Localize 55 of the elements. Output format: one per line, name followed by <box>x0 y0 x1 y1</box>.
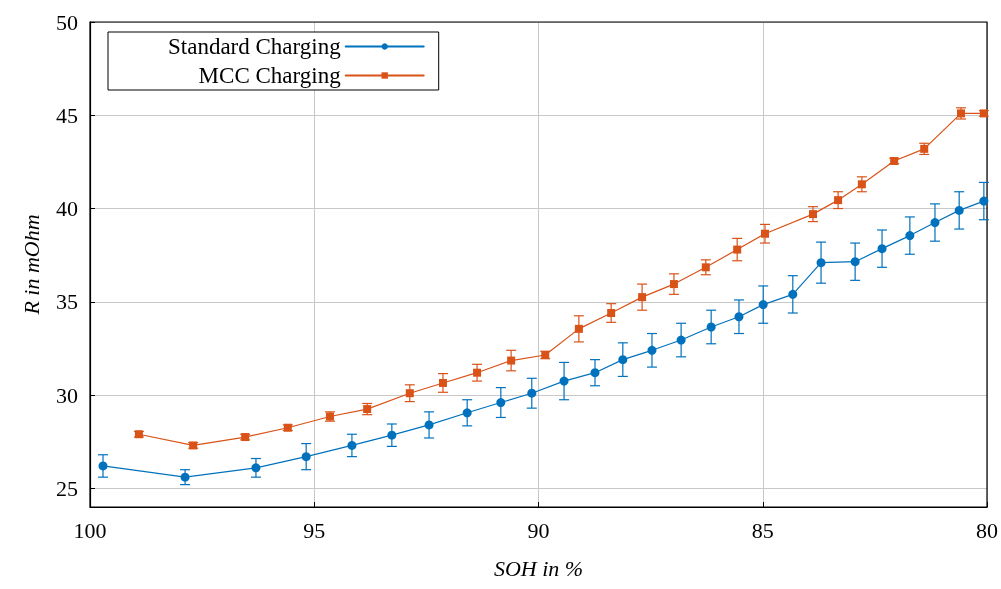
point <box>405 389 414 398</box>
point <box>180 472 190 482</box>
point <box>473 368 482 377</box>
x-tick-label: 80 <box>976 517 998 543</box>
point <box>669 280 678 289</box>
point <box>706 322 716 332</box>
point <box>877 244 887 254</box>
point <box>647 345 657 355</box>
point <box>507 356 516 365</box>
point <box>850 257 860 267</box>
y-tick-label: 50 <box>56 9 78 35</box>
point <box>559 376 569 386</box>
x-tick-label: 85 <box>751 517 774 543</box>
point <box>496 398 506 408</box>
y-tick-label: 30 <box>56 382 78 408</box>
point <box>758 300 768 310</box>
point <box>816 258 826 268</box>
point <box>701 263 710 272</box>
point <box>607 309 616 317</box>
point <box>734 312 744 322</box>
point <box>387 430 397 440</box>
x-tick-label: 100 <box>73 517 107 543</box>
point <box>905 231 915 241</box>
point <box>251 463 261 473</box>
point <box>590 368 600 378</box>
legend-label: Standard Charging <box>167 34 342 59</box>
x-axis-title: SOH in % <box>493 555 584 581</box>
point <box>574 324 583 333</box>
point <box>788 289 798 299</box>
point <box>930 218 940 228</box>
point <box>98 461 108 471</box>
y-tick-label: 35 <box>56 289 78 315</box>
point <box>527 388 537 398</box>
point <box>979 196 989 206</box>
x-tick-label: 90 <box>527 517 550 543</box>
point <box>733 245 742 254</box>
point <box>638 293 647 302</box>
point <box>676 335 686 345</box>
point <box>301 452 311 462</box>
y-tick-label: 45 <box>56 102 78 128</box>
point <box>808 210 817 219</box>
point <box>760 229 769 238</box>
point <box>347 440 357 450</box>
y-axis-title: R in mOhm <box>18 214 44 316</box>
point <box>462 408 472 418</box>
point <box>438 378 447 387</box>
y-tick-label: 40 <box>56 196 78 222</box>
point <box>954 205 964 215</box>
point <box>834 196 843 205</box>
point <box>424 420 434 430</box>
y-tick-label: 25 <box>56 475 78 501</box>
legend-label: MCC Charging <box>198 63 342 88</box>
point <box>857 180 866 189</box>
point <box>618 355 628 365</box>
x-tick-label: 95 <box>303 517 326 543</box>
